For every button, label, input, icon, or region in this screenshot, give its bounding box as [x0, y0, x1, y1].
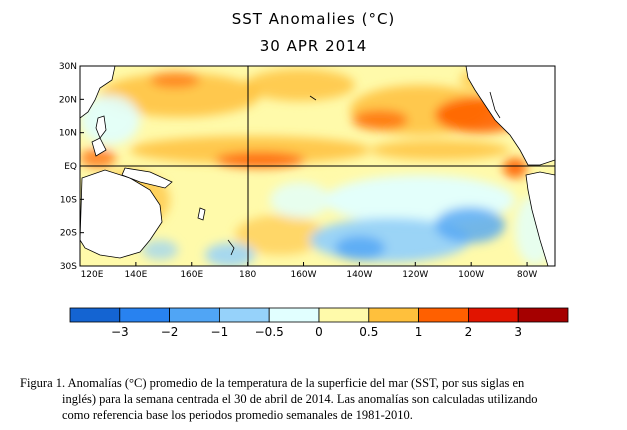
- latitude-ticks: 30N 20N 10N EQ 10S 20S 30S: [59, 62, 84, 272]
- caption-line-3: como referencia base los periodos promed…: [62, 408, 413, 422]
- figure-caption: Figura 1. Anomalías (°C) promedio de la …: [20, 375, 620, 423]
- colorbar-swatch: [268, 307, 320, 323]
- colorbar-swatch: [318, 307, 370, 323]
- sst-anomaly-map: 30N 20N 10N EQ 10S 20S 30S 120E 140E 160E 180 160W…: [59, 62, 556, 280]
- lon-tick-label: 140E: [124, 270, 147, 280]
- colorbar-swatch: [418, 307, 469, 323]
- colorbar-swatch: [368, 307, 419, 323]
- colorbar-swatch: [119, 307, 171, 323]
- colorbar-swatch: [218, 307, 270, 323]
- colorbar-swatch: [169, 307, 220, 323]
- anomaly-field: [80, 66, 555, 266]
- colorbar-label: 3: [514, 325, 522, 339]
- colorbar-swatches: [69, 307, 569, 323]
- colorbar-label: −2: [161, 325, 179, 339]
- colorbar-label: 0.5: [359, 325, 378, 339]
- land-masses: [80, 66, 555, 266]
- colorbar-label: 1: [415, 325, 423, 339]
- map-date: 30 APR 2014: [259, 37, 368, 55]
- lat-tick-label: 10S: [60, 195, 77, 205]
- lon-tick-label: 140W: [346, 270, 372, 280]
- map-title: SST Anomalies (°C): [231, 10, 396, 28]
- lon-tick-label: 180: [239, 270, 256, 280]
- lon-tick-label: 100W: [458, 270, 484, 280]
- caption-line-1: Figura 1. Anomalías (°C) promedio de la …: [20, 376, 525, 390]
- lon-tick-label: 160E: [180, 270, 203, 280]
- lat-tick-label: 30S: [60, 262, 77, 272]
- lon-tick-label: 80W: [517, 270, 537, 280]
- colorbar-label: 0: [315, 325, 323, 339]
- caption-line-2: inglés) para la semana centrada el 30 de…: [62, 392, 538, 406]
- colorbar-label: 2: [465, 325, 473, 339]
- colorbar-swatch: [467, 307, 519, 323]
- colorbar-labels: −3 −2 −1 −0.5 0 0.5 1 2 3: [111, 325, 522, 339]
- lon-tick-label: 160W: [290, 270, 316, 280]
- colorbar-swatch: [517, 307, 569, 323]
- lon-tick-label: 120W: [402, 270, 428, 280]
- longitude-ticks: 120E 140E 160E 180 160W 140W 120W 100W 80W: [79, 262, 537, 280]
- colorbar-label: −0.5: [255, 325, 284, 339]
- lat-tick-label: 30N: [59, 62, 77, 72]
- colorbar: −3 −2 −1 −0.5 0 0.5 1 2 3: [0, 300, 627, 350]
- lat-tick-label: EQ: [64, 162, 77, 172]
- lat-tick-label: 20N: [59, 95, 77, 105]
- colorbar-label: −1: [211, 325, 229, 339]
- colorbar-label: −3: [111, 325, 129, 339]
- lat-tick-label: 10N: [59, 129, 77, 139]
- colorbar-swatch: [69, 307, 121, 323]
- lon-tick-label: 120E: [81, 270, 104, 280]
- lat-tick-label: 20S: [60, 229, 77, 239]
